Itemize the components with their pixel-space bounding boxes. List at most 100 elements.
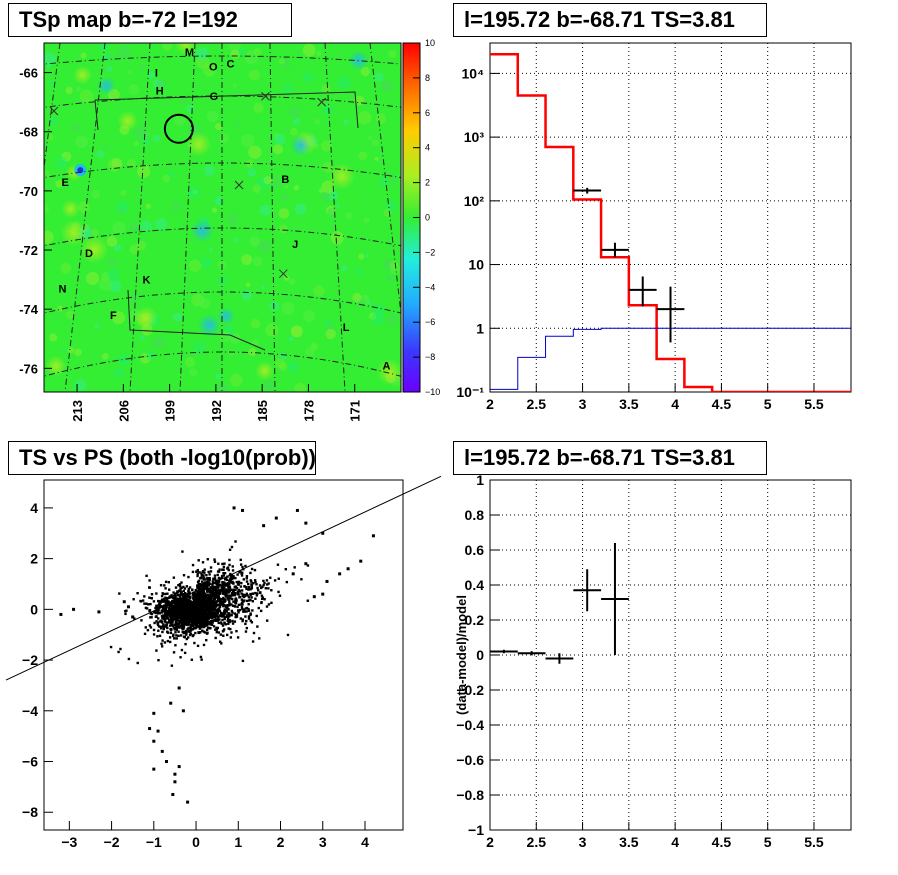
scatter-point bbox=[254, 591, 257, 595]
map-source-label: N bbox=[59, 283, 67, 295]
scatter-outlier bbox=[97, 610, 101, 614]
scatter-point bbox=[221, 624, 225, 627]
scatter-point bbox=[196, 608, 199, 612]
scatter-point bbox=[149, 612, 152, 615]
map-texture-blob bbox=[288, 106, 302, 119]
residual-title-text: l=195.72 b=-68.71 TS=3.81 bbox=[464, 445, 735, 470]
map-texture-blob bbox=[171, 201, 182, 212]
scatter-outlier bbox=[304, 521, 308, 525]
scatter-outlier bbox=[152, 711, 156, 715]
scatter-point bbox=[140, 619, 143, 622]
scatter-point bbox=[200, 572, 203, 575]
scatter-point bbox=[236, 573, 239, 576]
map-texture-blob bbox=[386, 273, 396, 283]
scatter-point bbox=[202, 624, 206, 628]
scatter-point bbox=[240, 601, 244, 605]
scatter-point bbox=[206, 558, 209, 561]
scatter-point bbox=[172, 613, 176, 616]
scatter-point bbox=[144, 606, 148, 610]
map-x-tick-label: 178 bbox=[301, 400, 316, 422]
map-texture-blob bbox=[314, 118, 320, 125]
scatter-point bbox=[215, 602, 218, 605]
scatter-point bbox=[189, 623, 192, 627]
scatter-point bbox=[196, 589, 199, 593]
map-texture-blob bbox=[358, 151, 368, 160]
scatter-point bbox=[166, 639, 170, 643]
map-texture-blob bbox=[389, 260, 399, 270]
scatter-point bbox=[209, 626, 212, 630]
spectrum-y-tick-label: 10² bbox=[464, 193, 485, 209]
map-source-label: C bbox=[226, 59, 234, 71]
scatter-point bbox=[200, 658, 203, 661]
scatter-point bbox=[218, 584, 222, 587]
scatter-point bbox=[233, 604, 236, 608]
map-cross-marker bbox=[49, 106, 59, 116]
scatter-point bbox=[243, 610, 246, 613]
scatter-point bbox=[206, 586, 209, 590]
map-texture-blob bbox=[74, 348, 82, 357]
scatter-point bbox=[139, 599, 142, 603]
scatter-point bbox=[195, 605, 198, 608]
scatter-point bbox=[209, 587, 213, 590]
map-texture-blob bbox=[275, 358, 286, 369]
colorbar-tick-label: −4 bbox=[425, 282, 435, 292]
scatter-point bbox=[206, 626, 210, 629]
scatter-point bbox=[182, 602, 185, 606]
scatter-point bbox=[201, 621, 204, 625]
scatter-point bbox=[179, 656, 182, 659]
scatter-point bbox=[161, 630, 164, 634]
scatter-point bbox=[199, 582, 202, 586]
scatter-panel: −3 −2 −1 0 1 2 3 4 4 2 0 −2 −4 −6 −8 bbox=[5, 475, 442, 850]
scatter-point bbox=[157, 599, 160, 603]
scatter-point bbox=[190, 608, 194, 611]
scatter-point bbox=[156, 635, 159, 638]
map-texture-blob bbox=[118, 354, 131, 367]
scatter-point bbox=[170, 618, 173, 621]
residual-x-tick-label: 4.5 bbox=[712, 834, 732, 850]
scatter-point bbox=[163, 608, 167, 611]
scatter-point bbox=[175, 620, 178, 624]
scatter-point bbox=[157, 658, 160, 662]
scatter-point bbox=[189, 603, 192, 606]
scatter-point bbox=[183, 630, 187, 634]
map-warm-spot bbox=[255, 361, 275, 381]
scatter-point bbox=[160, 594, 164, 598]
residual-y-tick-label: 0.2 bbox=[465, 612, 485, 628]
scatter-point bbox=[255, 594, 259, 597]
map-texture-blob bbox=[241, 253, 253, 266]
spectrum-title-text: l=195.72 b=-68.71 TS=3.81 bbox=[464, 7, 735, 32]
scatter-point bbox=[152, 611, 156, 614]
spectrum-series bbox=[490, 52, 851, 392]
scatter-point bbox=[169, 627, 172, 631]
scatter-point bbox=[202, 625, 206, 629]
map-warm-spot bbox=[45, 355, 67, 377]
scatter-point bbox=[187, 595, 190, 598]
scatter-point bbox=[162, 614, 165, 617]
scatter-point bbox=[198, 592, 201, 596]
map-texture-blob bbox=[322, 161, 333, 173]
map-texture-blob bbox=[232, 237, 238, 243]
scatter-point bbox=[240, 598, 244, 601]
map-texture-blob bbox=[232, 83, 237, 88]
scatter-point bbox=[180, 601, 184, 604]
scatter-point bbox=[203, 581, 207, 584]
scatter-point bbox=[216, 603, 219, 607]
scatter-point bbox=[285, 580, 289, 584]
scatter-point bbox=[177, 634, 180, 638]
scatter-point bbox=[241, 594, 245, 597]
scatter-point bbox=[224, 610, 227, 613]
scatter-point bbox=[190, 658, 194, 661]
scatter-point bbox=[229, 579, 232, 583]
scatter-point bbox=[196, 574, 199, 578]
map-texture-blob bbox=[186, 104, 195, 113]
scatter-point bbox=[191, 563, 195, 567]
scatter-point bbox=[238, 596, 241, 599]
scatter-point bbox=[227, 622, 230, 625]
scatter-point bbox=[172, 576, 176, 579]
map-texture-blob bbox=[199, 297, 211, 309]
scatter-title: TS vs PS (both -log10(prob)) bbox=[8, 441, 316, 475]
scatter-point bbox=[187, 602, 190, 606]
map-warm-spot bbox=[73, 65, 92, 85]
map-texture-blob bbox=[75, 135, 88, 149]
scatter-point bbox=[191, 634, 195, 638]
